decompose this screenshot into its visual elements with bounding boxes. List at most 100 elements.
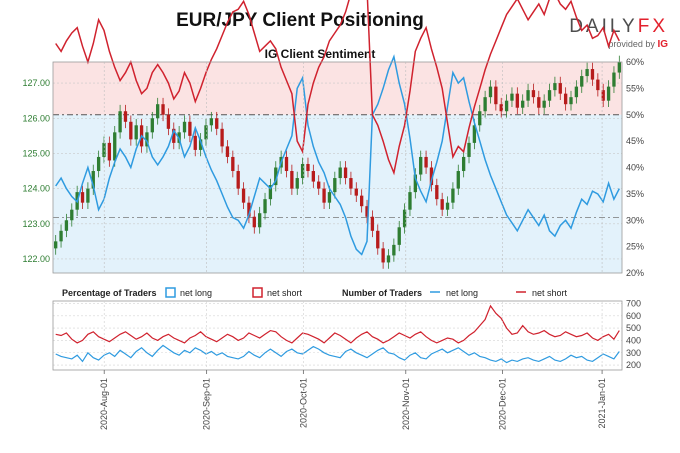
y-left-tick-2: 124.00 (22, 184, 50, 194)
y-right-tick-8: 60% (626, 57, 644, 67)
candle-body (220, 128, 224, 147)
candle-body (365, 206, 369, 217)
candle-body (150, 118, 154, 133)
candle-body (96, 156, 101, 172)
candle-body (467, 142, 471, 157)
legend-percentage-title: Percentage of Traders (62, 288, 157, 298)
candle-body (376, 230, 380, 249)
legend-pct-short-swatch (252, 287, 263, 298)
candle-body (59, 230, 63, 242)
y-right-tick-4: 40% (626, 163, 644, 173)
x-tick-2: 2020-Oct-01 (298, 378, 308, 428)
candle-body (236, 171, 240, 189)
candle-body (386, 255, 391, 263)
legend-pct-long-swatch (165, 287, 176, 298)
candle-body (483, 97, 487, 112)
y-bottom-tick-4: 600 (626, 311, 641, 321)
candle-body (429, 167, 434, 186)
candle-body (617, 62, 621, 73)
net-short-pct-line (55, 0, 620, 176)
candle-body (612, 72, 616, 87)
candle-body (225, 146, 230, 157)
dailyfx-logo: DAILYFX (568, 16, 668, 38)
candle-body (521, 100, 525, 108)
candle-body (306, 163, 310, 172)
y-right-tick-1: 25% (626, 242, 644, 252)
y-left-tick-3: 125.00 (22, 148, 50, 158)
brand-logo: DAILYFX provided by IG (568, 16, 668, 50)
candle-body (311, 171, 316, 182)
main-plot-frame (52, 61, 623, 274)
candle-body (274, 167, 278, 186)
candle-body (397, 227, 401, 245)
candle-body (349, 178, 353, 189)
candle-body (134, 125, 138, 140)
y-bottom-tick-0: 200 (626, 360, 641, 370)
page-title: EUR/JPY Client Positioning (176, 10, 424, 31)
candle-body (563, 93, 568, 105)
candle-body (553, 83, 557, 91)
candle-body (198, 139, 203, 150)
candle-body (317, 181, 321, 189)
candle-body (472, 125, 477, 143)
candle-body (241, 188, 246, 203)
candle-body (596, 79, 600, 91)
net-short-count-line (55, 304, 620, 344)
candle-body (161, 104, 165, 115)
brand-subtitle: provided by IG (568, 39, 668, 50)
candle-body (488, 86, 493, 98)
candle-body (91, 171, 95, 189)
candle-body (333, 178, 337, 193)
candle-body (408, 192, 412, 210)
candle-body (204, 125, 208, 140)
candle-body (435, 185, 439, 200)
candle-body (531, 90, 536, 98)
candle-body (392, 244, 396, 256)
y-right-tick-6: 50% (626, 110, 644, 120)
candle-body (290, 171, 294, 189)
brand-sub-text: provided by (608, 39, 655, 49)
candle-body (86, 188, 90, 203)
candle-body (558, 83, 562, 94)
candle-body (263, 199, 267, 214)
legend-row: Percentage of Traders net long net short… (62, 287, 568, 298)
candle-body (526, 90, 530, 101)
bottom-plot: 200 300 400 500 600 700 2020-Aug-01 2020-Sep-01… (52, 298, 641, 430)
candle-body (113, 132, 117, 161)
candle-body (322, 188, 326, 203)
y-bottom-tick-3: 500 (626, 323, 641, 333)
x-tick-4: 2020-Dec-01 (498, 378, 508, 430)
brand-accent: FX (637, 16, 668, 37)
candle-body (478, 111, 482, 126)
candle-body (284, 156, 289, 172)
candle-body (440, 199, 444, 210)
net-long-count-line (55, 344, 620, 364)
brand-main: DAILY (569, 16, 638, 37)
candle-body (102, 142, 106, 157)
x-tick-0: 2020-Aug-01 (99, 378, 109, 430)
candle-body (123, 111, 128, 122)
candle-body (209, 118, 214, 126)
candle-body (327, 192, 332, 203)
y-bottom-tick-5: 700 (626, 298, 641, 308)
candle-body (247, 202, 251, 217)
y-bottom-tick-2: 400 (626, 335, 641, 345)
candle-body (107, 142, 112, 161)
candle-body (252, 216, 256, 228)
brand-sub-accent: IG (657, 39, 668, 50)
candle-body (585, 69, 589, 77)
candle-body (542, 100, 546, 108)
candle-body (494, 86, 498, 105)
x-tick-1: 2020-Sep-01 (202, 378, 212, 430)
candle-body (601, 90, 605, 101)
candle-body (54, 241, 58, 249)
candle-body (445, 202, 450, 210)
candle-body (193, 135, 197, 150)
candle-body (300, 163, 305, 179)
candle-body (129, 121, 133, 140)
y-right-tick-3: 35% (626, 189, 644, 199)
y-left-tick-1: 123.00 (22, 219, 50, 229)
candle-body (258, 213, 262, 228)
y-left-tick-5: 127.00 (22, 78, 50, 88)
